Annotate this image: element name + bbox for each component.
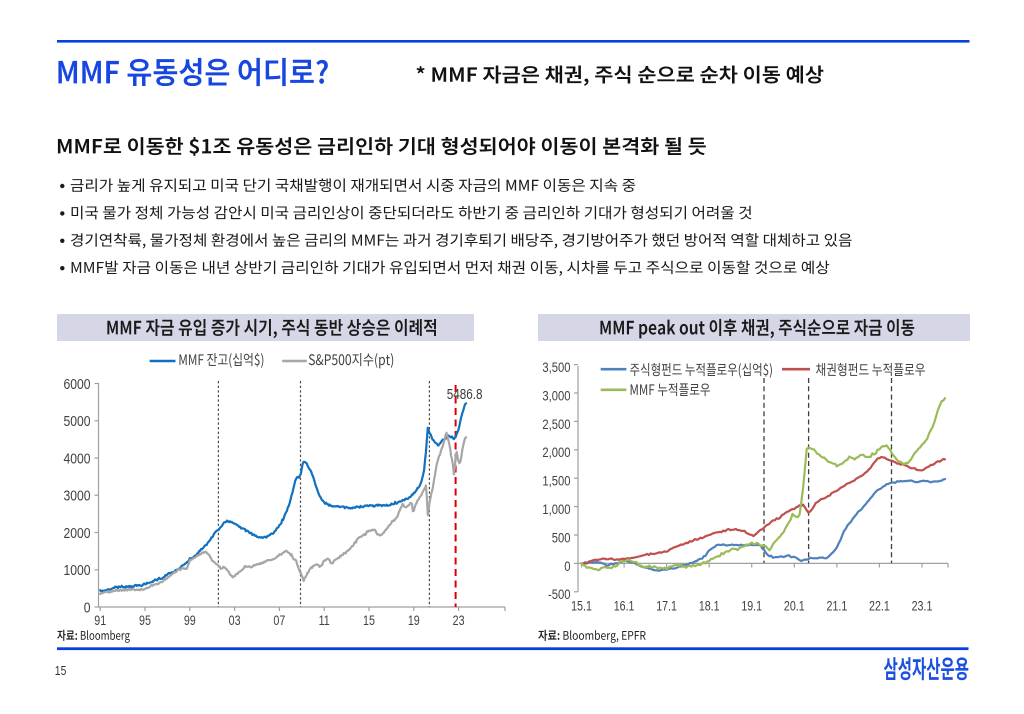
svg-text:4000: 4000 [63, 450, 90, 466]
svg-text:22.1: 22.1 [869, 598, 890, 614]
svg-text:99: 99 [184, 613, 196, 628]
svg-text:-500: -500 [548, 587, 570, 602]
svg-text:2000: 2000 [63, 525, 90, 541]
svg-text:3,500: 3,500 [542, 360, 570, 375]
svg-text:20.1: 20.1 [784, 598, 805, 614]
svg-text:0: 0 [564, 559, 570, 574]
svg-text:3000: 3000 [63, 488, 90, 504]
svg-text:03: 03 [229, 613, 241, 628]
svg-text:1000: 1000 [63, 562, 90, 578]
svg-text:95: 95 [139, 613, 151, 628]
svg-text:15: 15 [55, 664, 67, 678]
svg-text:2,000: 2,000 [542, 445, 570, 460]
svg-text:500: 500 [552, 530, 571, 545]
svg-text:91: 91 [94, 613, 106, 628]
svg-text:1,500: 1,500 [542, 474, 570, 489]
svg-text:2,500: 2,500 [542, 417, 570, 432]
svg-text:5000: 5000 [63, 413, 90, 429]
svg-text:17.1: 17.1 [656, 598, 677, 614]
svg-text:21.1: 21.1 [827, 598, 848, 614]
svg-text:6000: 6000 [63, 376, 90, 392]
svg-text:11: 11 [319, 613, 330, 628]
svg-text:23.1: 23.1 [912, 598, 933, 614]
svg-text:0: 0 [84, 599, 91, 615]
svg-text:15: 15 [363, 613, 375, 628]
svg-text:1,000: 1,000 [542, 502, 570, 517]
svg-text:5486.8: 5486.8 [447, 386, 483, 403]
svg-text:19.1: 19.1 [741, 598, 762, 614]
svg-text:07: 07 [273, 613, 285, 628]
svg-text:23: 23 [453, 613, 465, 628]
svg-text:3,000: 3,000 [542, 388, 570, 403]
svg-text:15.1: 15.1 [571, 598, 592, 614]
svg-text:18.1: 18.1 [699, 598, 720, 614]
svg-text:16.1: 16.1 [614, 598, 635, 614]
svg-text:19: 19 [408, 613, 420, 628]
